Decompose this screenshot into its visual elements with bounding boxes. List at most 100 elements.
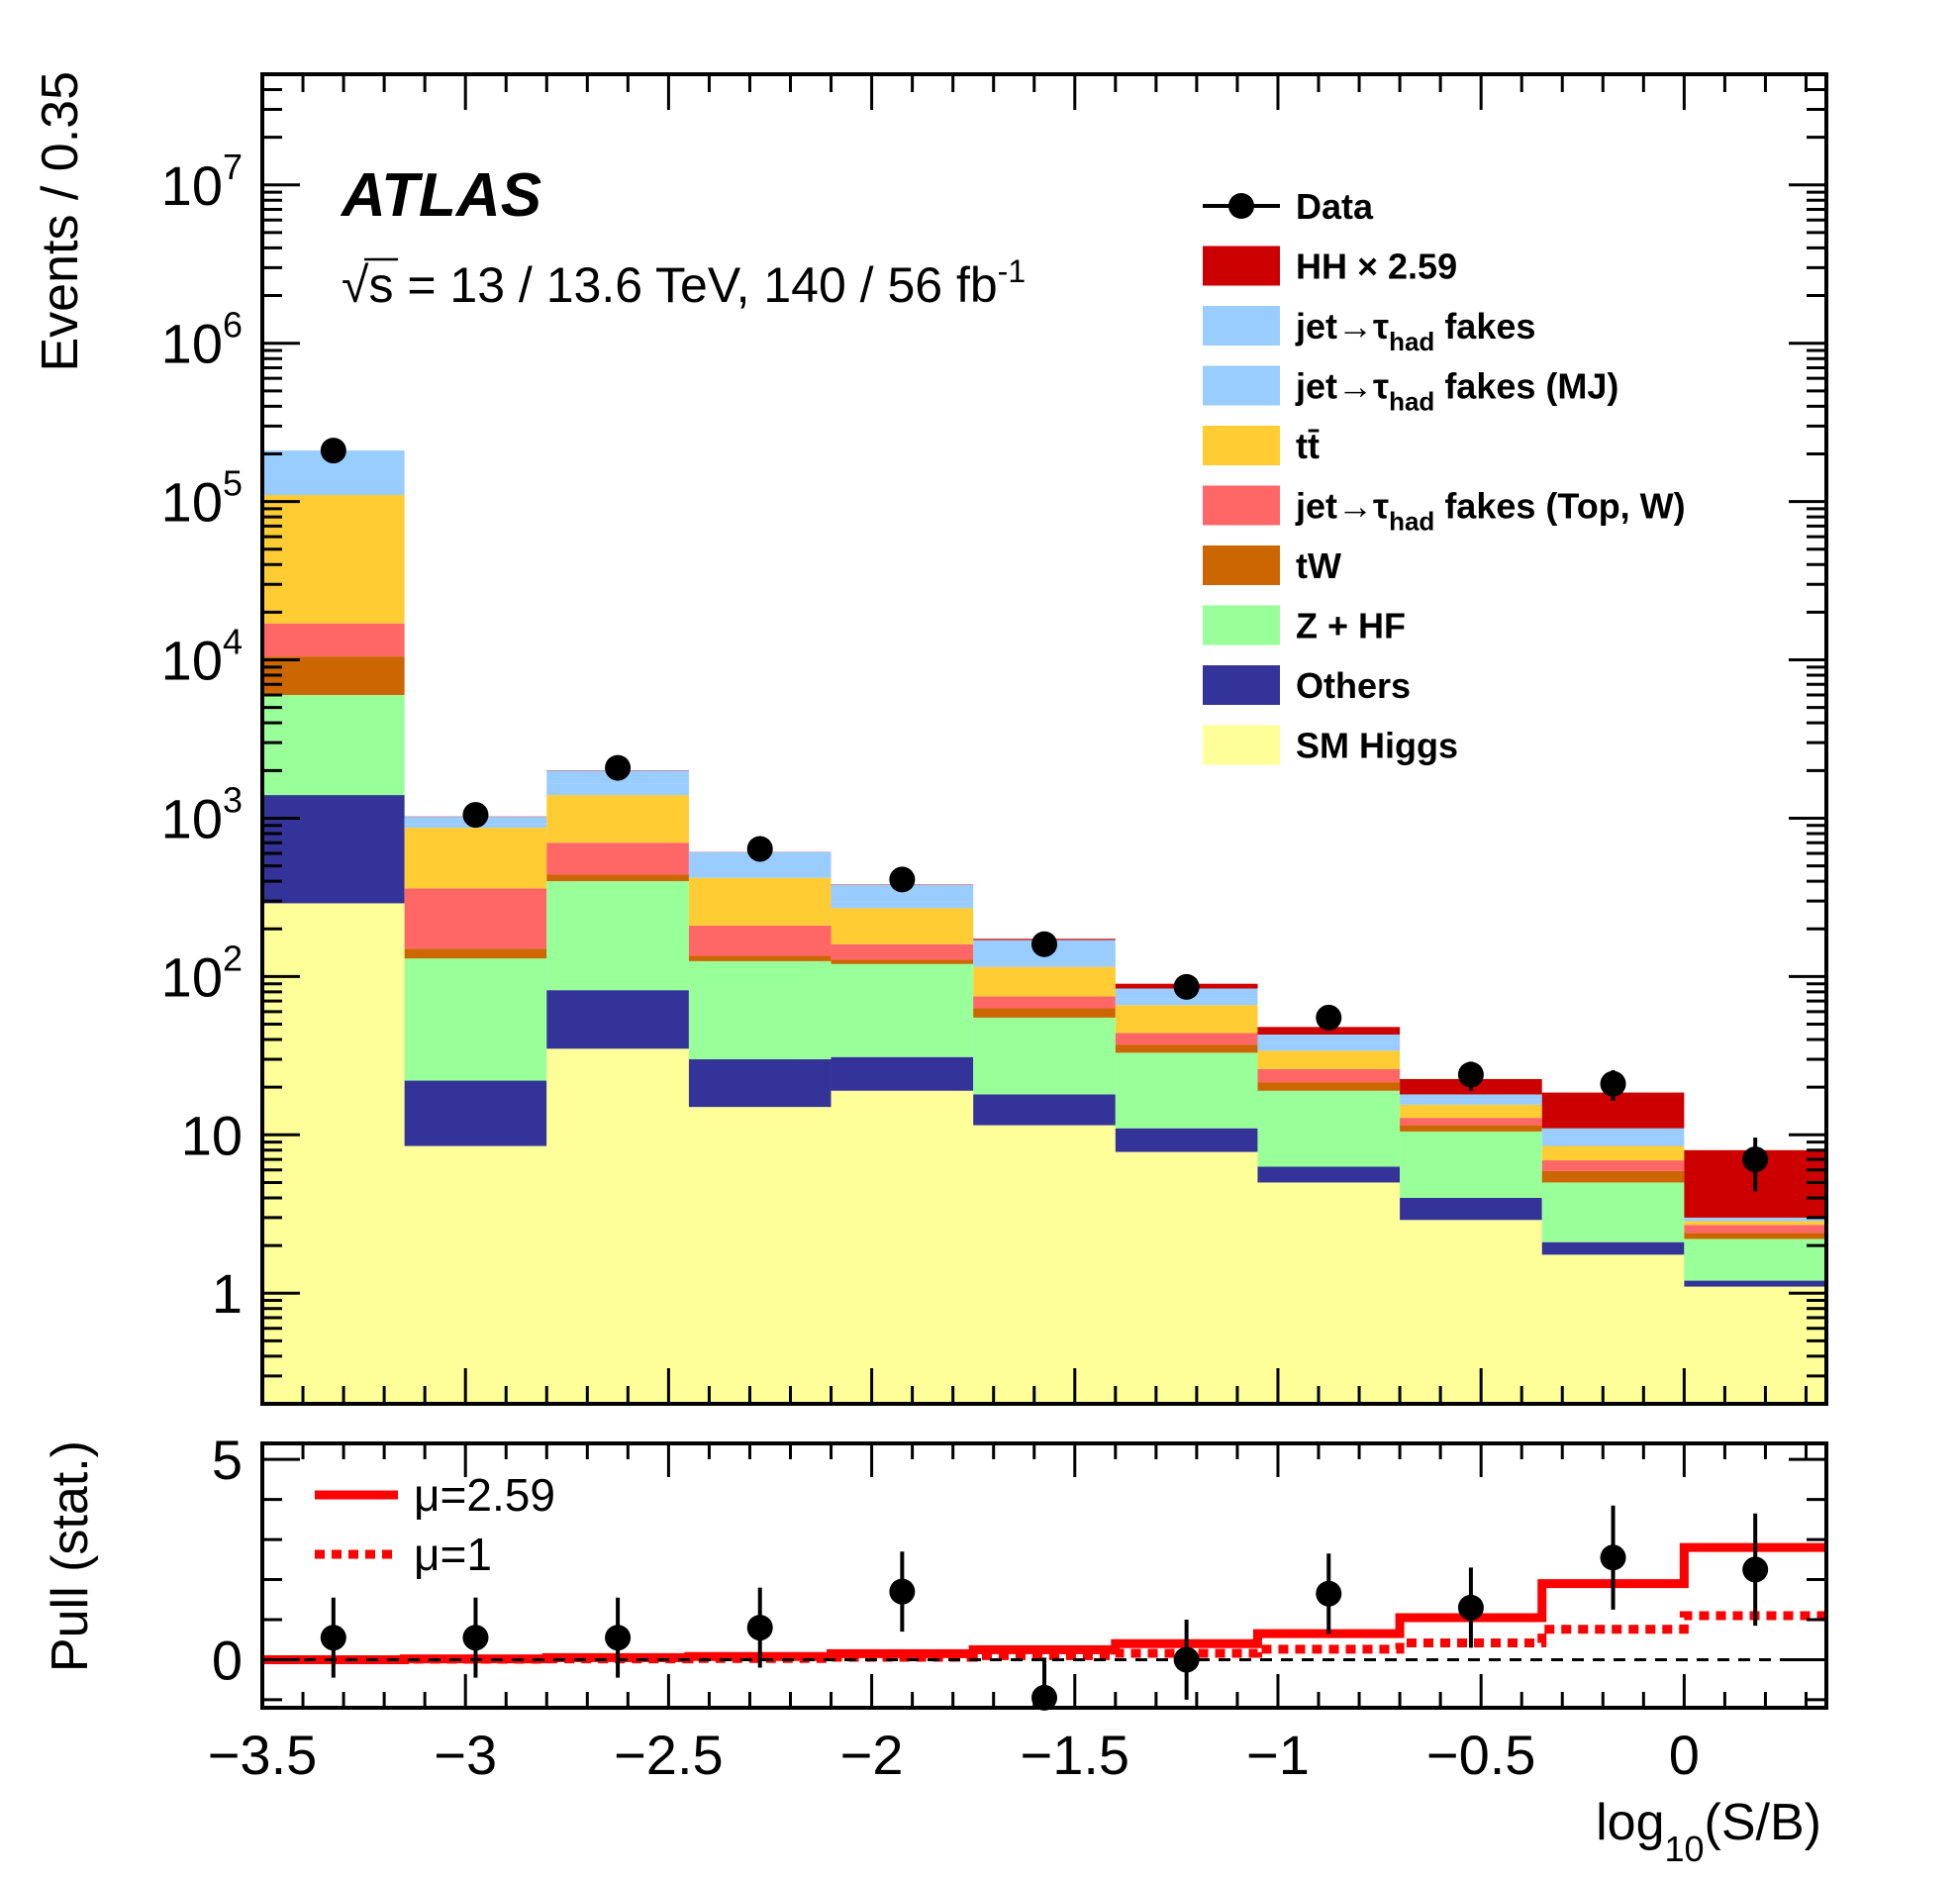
y-tick-label: 107 bbox=[161, 147, 243, 217]
stack-bar-0-bin-7 bbox=[1257, 1182, 1401, 1404]
pull-point bbox=[1173, 1646, 1200, 1673]
legend-label-subscript: had bbox=[1389, 507, 1434, 537]
x-axis-label-subscript: 10 bbox=[1665, 1829, 1705, 1869]
energy-lumi-text: √s = 13 / 13.6 TeV, 140 / 56 fb bbox=[342, 257, 998, 313]
pull-mu1-curve bbox=[262, 1611, 1826, 1664]
y-tick-label-base: 10 bbox=[161, 945, 223, 1008]
legend-label: HH × 2.59 bbox=[1296, 247, 1457, 287]
stack-bar-1-bin-3 bbox=[688, 1058, 832, 1108]
pull-point bbox=[1742, 1556, 1769, 1583]
legend-label: jet→τhad fakes (Top, W) bbox=[1295, 486, 1686, 537]
stack-bar-3-bin-5 bbox=[973, 1008, 1116, 1018]
x-axis-label-log: log bbox=[1596, 1794, 1664, 1851]
data-point bbox=[605, 754, 632, 781]
pull-point bbox=[605, 1625, 632, 1651]
stack-bar-0-bin-3 bbox=[688, 1107, 832, 1404]
stack-bar-6-bin-7 bbox=[1257, 1042, 1401, 1051]
stack-bar-4-bin-10 bbox=[1684, 1225, 1826, 1234]
stack-bar-4-bin-3 bbox=[688, 925, 832, 956]
stack-bar-5-bin-2 bbox=[546, 795, 689, 843]
stack-bar-4-bin-7 bbox=[1257, 1068, 1401, 1083]
stack-bar-1-bin-6 bbox=[1115, 1128, 1258, 1152]
legend-label-main: jet→τ bbox=[1295, 306, 1389, 346]
legend-label-suffix: fakes (MJ) bbox=[1434, 366, 1618, 407]
stack-bar-1-bin-4 bbox=[831, 1056, 974, 1091]
legend-label-suffix: fakes bbox=[1434, 306, 1535, 346]
stack-bar-0-bin-1 bbox=[404, 1145, 547, 1404]
legend-label: tW bbox=[1296, 545, 1341, 586]
stack-bar-4-bin-1 bbox=[404, 888, 547, 949]
y-tick-label-exponent: 3 bbox=[223, 779, 243, 820]
stack-bar-1-bin-1 bbox=[404, 1080, 547, 1146]
stack-bar-2-bin-10 bbox=[1684, 1238, 1826, 1281]
legend-label: SM Higgs bbox=[1296, 726, 1458, 766]
stack-bar-5-bin-8 bbox=[1400, 1104, 1542, 1119]
legend-label-main: tt̄ bbox=[1296, 426, 1320, 466]
legend-label-subscript: had bbox=[1389, 387, 1434, 417]
legend-swatch bbox=[1203, 545, 1280, 585]
stack-bar-7-bin-10 bbox=[1684, 1217, 1826, 1220]
pull-x-tick-label: −2 bbox=[840, 1724, 904, 1786]
stack-bar-3-bin-4 bbox=[831, 959, 974, 964]
data-point bbox=[889, 866, 916, 893]
stack-bar-1-bin-5 bbox=[973, 1094, 1116, 1126]
legend-label-suffix: fakes (Top, W) bbox=[1434, 486, 1685, 527]
stack-bar-3-bin-7 bbox=[1257, 1082, 1401, 1091]
stack-bar-3-bin-8 bbox=[1400, 1125, 1542, 1132]
legend-label: jet→τhad fakes (MJ) bbox=[1295, 366, 1618, 417]
stack-bar-3-bin-6 bbox=[1115, 1044, 1258, 1053]
data-point bbox=[462, 802, 489, 829]
stack-bar-2-bin-5 bbox=[973, 1017, 1116, 1095]
pull-x-tick-label: 0 bbox=[1669, 1724, 1700, 1786]
legend-label-main: Others bbox=[1296, 665, 1411, 706]
pull-x-tick-label: −3.5 bbox=[208, 1724, 318, 1786]
stack-bar-0-bin-0 bbox=[262, 903, 405, 1404]
stack-bar-5-bin-5 bbox=[973, 966, 1116, 997]
stack-bar-0-bin-8 bbox=[1400, 1220, 1542, 1404]
stack-bar-3-bin-0 bbox=[262, 656, 405, 696]
pull-point bbox=[1457, 1594, 1484, 1621]
y-tick-label-exponent: 6 bbox=[223, 305, 243, 346]
data-points-group bbox=[320, 438, 1769, 1173]
y-tick-label-base: 10 bbox=[181, 1104, 243, 1166]
pull-point bbox=[1031, 1684, 1057, 1711]
stack-bar-3-bin-1 bbox=[404, 948, 547, 959]
stack-bar-1-bin-2 bbox=[546, 990, 689, 1049]
stack-bar-4-bin-8 bbox=[1400, 1118, 1542, 1126]
stack-bar-4-bin-6 bbox=[1115, 1033, 1258, 1045]
pull-x-tick-label: −0.5 bbox=[1426, 1724, 1536, 1786]
y-tick-label: 1 bbox=[212, 1262, 243, 1325]
y-tick-label-exponent: 5 bbox=[223, 463, 243, 504]
stack-bar-2-bin-1 bbox=[404, 958, 547, 1081]
pull-x-tick-labels: −3.5 −3 −2.5 −2 −1.5 −1 −0.5 0 bbox=[208, 1724, 1700, 1786]
legend-swatch bbox=[1203, 246, 1280, 286]
stack-bar-2-bin-4 bbox=[831, 963, 974, 1057]
pull-point bbox=[746, 1615, 773, 1641]
stack-bar-5-bin-10 bbox=[1684, 1221, 1826, 1226]
legend-label-main: jet→τ bbox=[1295, 486, 1389, 527]
stack-bar-3-bin-2 bbox=[546, 874, 689, 882]
pull-y-axis-label: Pull (stat.) bbox=[42, 1440, 99, 1672]
pull-point bbox=[320, 1625, 346, 1651]
pull-mu259-curve bbox=[262, 1542, 1826, 1664]
y-tick-label-base: 1 bbox=[212, 1262, 243, 1325]
legend-swatch bbox=[1203, 605, 1280, 645]
legend-swatch bbox=[1203, 365, 1280, 406]
stack-bar-0-bin-10 bbox=[1684, 1286, 1826, 1404]
legend-label: Z + HF bbox=[1296, 606, 1406, 646]
energy-lumi-superscript: -1 bbox=[998, 253, 1026, 289]
legend-label: Others bbox=[1296, 665, 1411, 706]
pull-legend-label: μ=1 bbox=[414, 1529, 492, 1580]
stack-bar-2-bin-6 bbox=[1115, 1052, 1258, 1129]
stack-bar-2-bin-8 bbox=[1400, 1131, 1542, 1198]
legend-label-main: Z + HF bbox=[1296, 606, 1406, 646]
y-tick-label-base: 10 bbox=[161, 471, 223, 534]
pull-x-tick-label: −3 bbox=[434, 1724, 497, 1786]
stack-bar-7-bin-8 bbox=[1400, 1094, 1542, 1100]
legend-label-suffix: × 2.59 bbox=[1347, 247, 1457, 287]
stack-bar-1-bin-8 bbox=[1400, 1197, 1542, 1221]
stack-bar-1-bin-9 bbox=[1541, 1241, 1685, 1255]
main-plot-frame bbox=[260, 72, 1828, 1406]
stack-bar-0-bin-9 bbox=[1541, 1254, 1685, 1404]
